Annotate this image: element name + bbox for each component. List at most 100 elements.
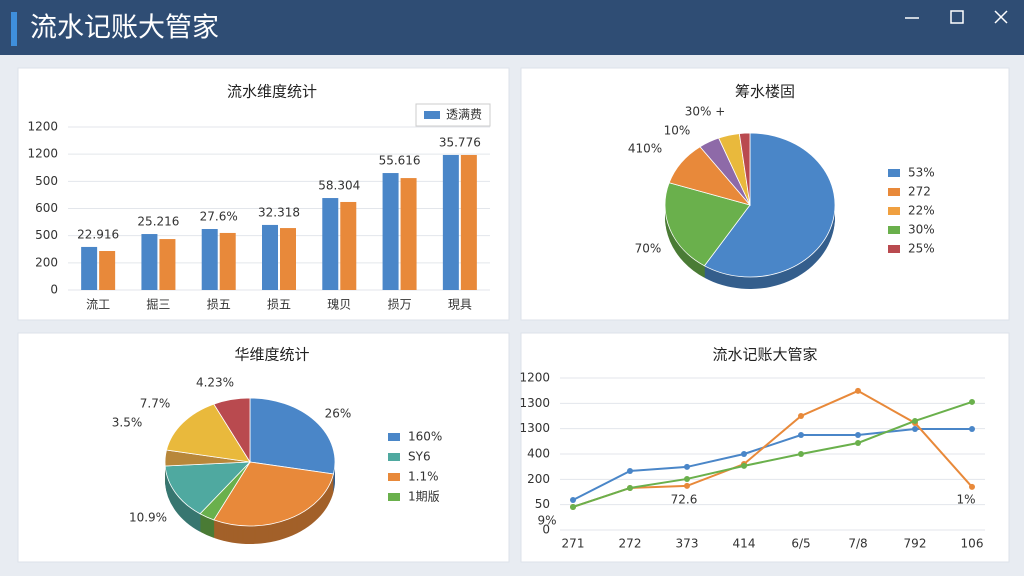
point (969, 398, 975, 405)
point (798, 413, 804, 419)
legend-label: 1期版 (408, 490, 440, 504)
legend-swatch (888, 169, 900, 177)
y-tick-label: 1300 (519, 396, 550, 410)
y-tick-label: 500 (35, 228, 58, 242)
legend-label: 1.1% (408, 470, 439, 484)
y-tick-label: 0 (542, 523, 550, 537)
legend-swatch (388, 453, 400, 461)
series-line (572, 389, 973, 508)
bar-label: 22.916 (77, 227, 119, 241)
point (741, 462, 747, 469)
pie-slice (213, 397, 251, 464)
chart-title: 流水记账大管家 (712, 346, 817, 364)
point (684, 482, 690, 489)
x-tick-label: 损万 (388, 298, 412, 312)
legend-swatch (388, 473, 400, 481)
legend-swatch (888, 245, 900, 253)
x-tick-label: 瑰贝 (327, 297, 351, 312)
bar (159, 239, 176, 290)
legend-swatch (888, 188, 900, 196)
chart-title: 流水维度统计 (227, 83, 317, 101)
slice-label: 26% (325, 407, 352, 421)
legend-label: 22% (908, 204, 935, 218)
series-line (572, 428, 972, 501)
bar (382, 173, 399, 290)
legend-swatch (888, 226, 900, 234)
legend-label: SY6 (408, 450, 431, 464)
bar (322, 198, 339, 290)
y-tick-label: 1200 (27, 120, 58, 134)
slice-label: 7.7% (140, 397, 171, 411)
annotation: 72.6 (671, 493, 698, 507)
maximize-button[interactable] (950, 10, 964, 24)
slice-label: 410% (628, 142, 662, 156)
legend-swatch (888, 207, 900, 215)
bar (201, 229, 218, 290)
x-tick-label: 792 (904, 537, 927, 551)
bar (219, 232, 236, 290)
slice-label: 4.23% (196, 376, 234, 390)
bar-label: 55.616 (379, 154, 421, 168)
x-tick-label: 7/8 (848, 537, 867, 551)
point (855, 432, 861, 438)
legend-label: 30% (908, 223, 935, 237)
point (570, 503, 576, 510)
y-tick-label: 1200 (27, 147, 58, 161)
pie-slice (164, 461, 251, 515)
bar-label: 58.304 (318, 179, 360, 193)
chart-title: 筹水楼固 (735, 83, 795, 101)
x-tick-label: 流工 (86, 298, 110, 312)
legend-label: 272 (908, 185, 931, 199)
title-accent (11, 12, 17, 46)
slice-label: 30% + (685, 105, 726, 119)
x-tick-label: 現具 (448, 298, 472, 312)
point (798, 432, 804, 438)
legend-swatch (388, 493, 400, 501)
point (969, 483, 975, 490)
pie-slice (213, 461, 334, 527)
series-line (572, 400, 973, 508)
annotation: 9% (537, 514, 556, 528)
y-tick-label: 1200 (519, 371, 550, 385)
point (912, 426, 918, 433)
x-tick-label: 271 (562, 537, 585, 551)
legend-label: 透满费 (446, 108, 482, 122)
legend-label: 53% (908, 166, 935, 180)
pie-slice (703, 132, 836, 278)
bar (340, 201, 357, 290)
bar (400, 178, 417, 290)
y-tick-label: 400 (527, 447, 550, 461)
x-tick-label: 损五 (267, 298, 291, 312)
y-tick-label: 200 (35, 255, 58, 269)
legend-label: 160% (408, 430, 442, 444)
bar (442, 154, 459, 290)
y-tick-label: 0 (50, 283, 58, 297)
point (912, 417, 918, 424)
point (570, 496, 576, 503)
bar (280, 228, 296, 290)
pie-slice (738, 132, 751, 206)
point (855, 439, 861, 446)
point (684, 475, 690, 482)
legend-swatch (388, 433, 400, 441)
point (627, 484, 633, 491)
bar (141, 234, 158, 290)
bar-label: 27.6% (200, 210, 238, 224)
x-tick-label: 272 (619, 537, 642, 551)
x-tick-label: 6/5 (791, 537, 810, 551)
slice-label: 3.5% (112, 416, 143, 430)
bar-label: 25.216 (137, 215, 179, 229)
bar (99, 251, 116, 290)
point (798, 451, 804, 457)
bar-label: 35.776 (439, 135, 481, 149)
close-button[interactable] (994, 10, 1008, 24)
y-tick-label: 1300 (519, 421, 550, 435)
x-tick-label: 373 (676, 537, 699, 551)
point (855, 387, 861, 394)
slice-label: 10% (664, 124, 691, 138)
y-tick-label: 200 (527, 472, 550, 486)
bar (460, 154, 477, 290)
pie-slice (664, 182, 751, 267)
x-tick-label: 掘三 (146, 297, 170, 312)
